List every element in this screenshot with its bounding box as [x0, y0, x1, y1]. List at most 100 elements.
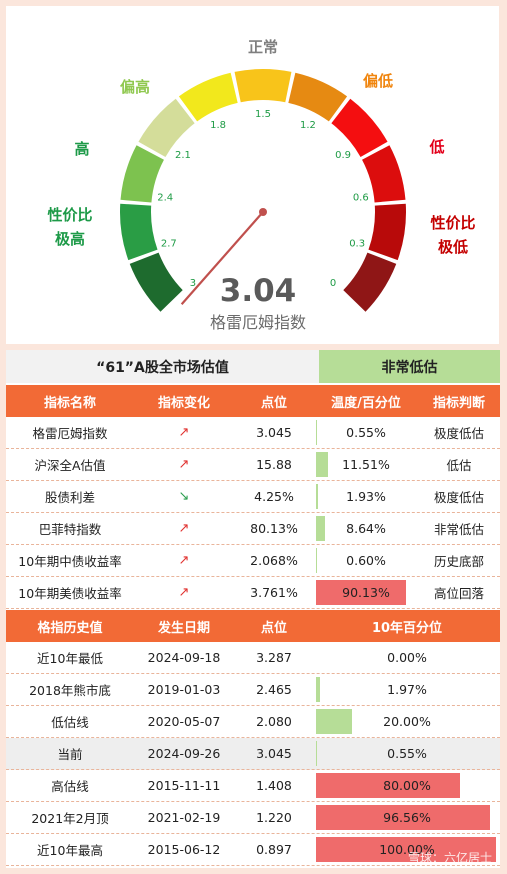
history-name: 当前 — [57, 747, 83, 762]
percentile-text: 100.00% — [379, 842, 435, 857]
indicator-judgement: 高位回落 — [433, 586, 484, 601]
history-value: 1.408 — [256, 778, 292, 793]
percentile-bar — [316, 773, 460, 798]
trend-arrow-icon: ↗ — [178, 457, 190, 472]
gauge-zone-label: 性价比 — [47, 206, 92, 224]
indicator-row: 沪深全A估值 ↗ 15.88 11.51% 低估 — [6, 449, 500, 481]
percentile-text: 90.13% — [342, 585, 390, 600]
history-value: 3.045 — [256, 746, 292, 761]
trend-arrow-icon: ↗ — [178, 521, 190, 536]
gauge-needle-pivot — [259, 208, 267, 216]
gauge-tick-label: 2.4 — [157, 193, 173, 204]
history-date: 2015-11-11 — [147, 778, 221, 793]
history-row-current: 当前 2024-09-26 3.045 0.55% — [6, 738, 500, 770]
percentile-bar — [316, 837, 496, 862]
trend-arrow-icon: ↗ — [178, 553, 190, 568]
history-value: 0.897 — [256, 842, 292, 857]
indicator-change-up-icon: ↗ — [134, 577, 234, 608]
history-date: 2015-06-12 — [147, 842, 221, 857]
percentile-bar — [316, 484, 318, 509]
indicator-header-row: 指标名称 指标变化 点位 温度/百分位 指标判断 — [6, 385, 500, 417]
percentile-text: 1.97% — [387, 682, 427, 697]
history-row: 低估线 2020-05-07 2.080 20.00% — [6, 706, 500, 738]
watermark: 雪球：六亿居士 — [407, 851, 492, 865]
percentile-bar — [316, 805, 490, 830]
trend-arrow-icon: ↗ — [178, 585, 190, 600]
history-percentile: 100.00% — [314, 834, 500, 865]
indicator-value: 3.761% — [250, 585, 298, 600]
indicator-row: 巴菲特指数 ↗ 80.13% 8.64% 非常低估 — [6, 513, 500, 545]
percentile-text: 0.60% — [346, 553, 386, 568]
header-indicator-change: 指标变化 — [157, 395, 210, 411]
history-name: 高估线 — [51, 779, 89, 794]
percentile-bar — [316, 452, 328, 477]
gauge-zone-label: 性价比 — [430, 214, 475, 232]
history-percentile: 0.55% — [314, 738, 500, 769]
percentile-text: 0.00% — [387, 650, 427, 665]
percentile-bar — [316, 741, 317, 766]
history-date: 2024-09-26 — [147, 746, 221, 761]
history-value: 3.287 — [256, 650, 292, 665]
trend-arrow-icon: ↗ — [178, 425, 190, 440]
history-percentile: 80.00% — [314, 770, 500, 801]
gauge-segment — [120, 203, 158, 261]
history-header-row: 格指历史值 发生日期 点位 10年百分位 — [6, 610, 500, 642]
indicator-judgement: 非常低估 — [433, 522, 484, 537]
history-name: 低估线 — [51, 715, 89, 730]
indicator-name: 10年期中债收益率 — [18, 554, 122, 569]
percentile-bar — [316, 677, 320, 702]
percentile-bar — [316, 580, 406, 605]
gauge-segment — [178, 72, 238, 122]
gauge-tick-label: 0.6 — [353, 193, 369, 204]
history-name: 近10年最低 — [37, 651, 103, 666]
gauge-segment — [288, 72, 348, 122]
gauge-tick-label: 0.3 — [349, 239, 365, 250]
header-indicator-name: 指标名称 — [43, 395, 96, 411]
gauge-zone-label: 低 — [428, 138, 444, 156]
indicator-change-up-icon: ↗ — [134, 417, 234, 448]
gauge-zone-label: 高 — [74, 140, 89, 158]
percentile-bar — [316, 709, 352, 734]
market-verdict: 非常低估 — [319, 350, 500, 383]
percentile-bar — [316, 516, 325, 541]
percentile-bar — [316, 420, 317, 445]
gauge-tick-label: 0.9 — [335, 150, 351, 161]
gauge-segment — [120, 145, 164, 203]
history-row: 2021年2月顶 2021-02-19 1.220 96.56% — [6, 802, 500, 834]
indicator-change-up-icon: ↗ — [134, 545, 234, 576]
history-date: 2019-01-03 — [147, 682, 221, 697]
history-percentile: 0.00% — [314, 642, 500, 673]
indicator-judgement: 极度低估 — [433, 490, 484, 505]
valuation-table: “61”A股全市场估值 非常低估 指标名称 指标变化 点位 温度/百分位 指标判… — [6, 350, 500, 868]
gauge-zone-label: 极低 — [438, 238, 468, 256]
gauge-segment — [343, 252, 397, 312]
indicator-change-down-icon: ↘ — [134, 481, 234, 512]
percentile-text: 0.55% — [346, 425, 386, 440]
indicator-percentile: 0.55% — [314, 417, 418, 448]
indicator-row: 格雷厄姆指数 ↗ 3.045 0.55% 极度低估 — [6, 417, 500, 449]
header-indicator-percentile: 温度/百分位 — [331, 395, 401, 411]
indicator-percentile: 8.64% — [314, 513, 418, 544]
header-history-value: 点位 — [260, 620, 287, 636]
percentile-text: 96.56% — [383, 810, 431, 825]
indicator-name: 格雷厄姆指数 — [32, 426, 108, 441]
history-row: 高估线 2015-11-11 1.408 80.00% — [6, 770, 500, 802]
history-value: 2.465 — [256, 682, 292, 697]
trend-arrow-icon: ↘ — [178, 489, 190, 504]
gauge-tick-label: 1.8 — [210, 120, 226, 131]
gauge-segment — [368, 203, 406, 261]
indicator-value: 80.13% — [250, 521, 298, 536]
percentile-text: 1.93% — [346, 489, 386, 504]
gauge-panel: 3 2.7 2.4 2.1 1.8 1.5 1.2 0.9 0.6 0.3 0 性价比 极高 高 偏高 正常偏… — [6, 6, 499, 344]
header-indicator-judgement: 指标判断 — [432, 395, 485, 411]
gauge-segment — [362, 145, 406, 203]
history-row: 近10年最低 2024-09-18 3.287 0.00% — [6, 642, 500, 674]
indicator-change-up-icon: ↗ — [134, 449, 234, 480]
percentile-bar — [316, 548, 317, 573]
history-percentile: 20.00% — [314, 706, 500, 737]
gauge-zone-label: 偏低 — [363, 72, 393, 90]
indicator-row: 10年期美债收益率 ↗ 3.761% 90.13% 高位回落 — [6, 577, 500, 609]
indicator-judgement: 历史底部 — [433, 554, 484, 569]
indicator-name: 股债利差 — [44, 490, 95, 505]
